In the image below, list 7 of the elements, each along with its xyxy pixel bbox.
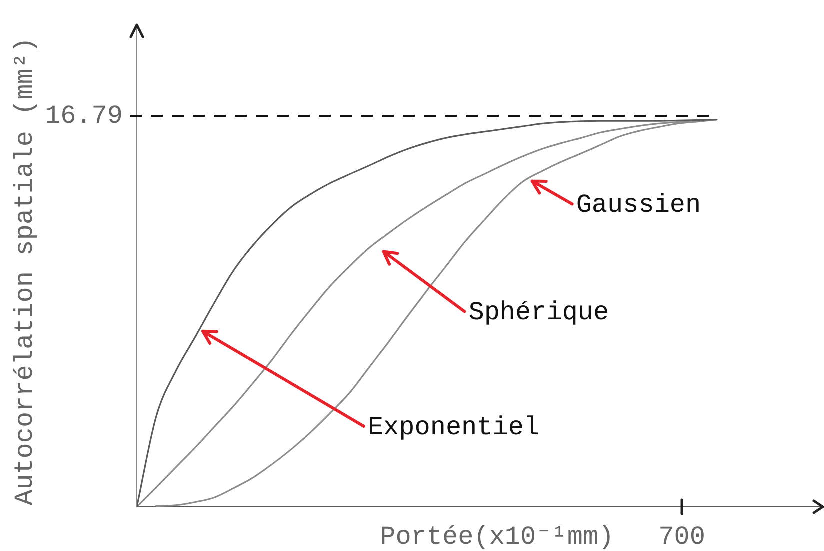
y-axis-title: Autocorrélation spatiale (mm²)	[10, 37, 40, 506]
text: 16.79	[44, 100, 123, 131]
annotation: Sphérique	[468, 298, 610, 328]
x-axis-title: Portée(x10⁻¹mm)	[380, 522, 614, 551]
annotation: Gaussien	[576, 190, 702, 220]
text: 700	[658, 522, 706, 551]
annotation: Exponentiel	[368, 412, 540, 442]
